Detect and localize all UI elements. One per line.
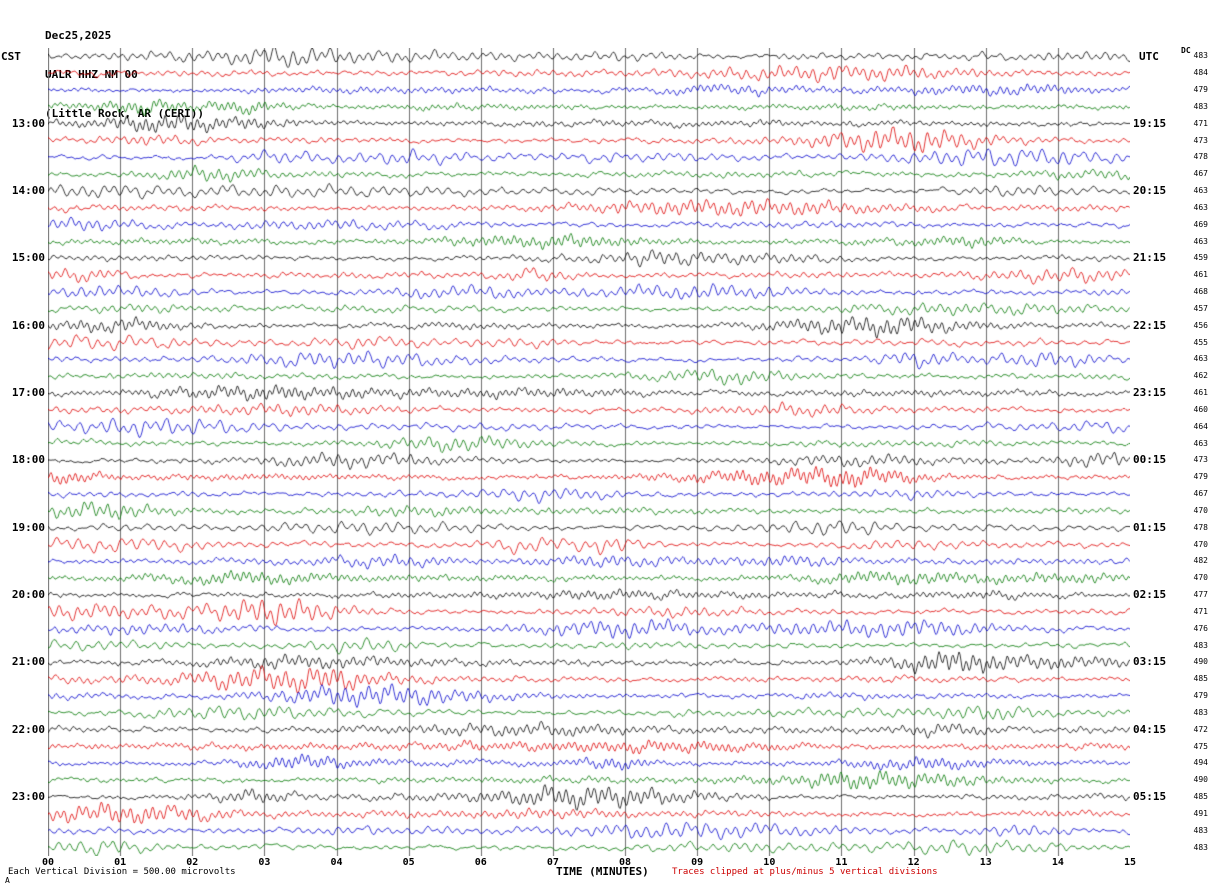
- dc-value: 461: [1193, 388, 1208, 398]
- dc-value: 463: [1193, 236, 1208, 246]
- dc-value: 457: [1193, 303, 1208, 313]
- dc-value: 456: [1193, 320, 1208, 330]
- dc-value: 494: [1193, 758, 1208, 768]
- minute-tick-label: 06: [474, 857, 487, 868]
- vertical-division-note: Each Vertical Division = 500.00 microvol…: [8, 867, 236, 877]
- dc-value: 470: [1193, 505, 1208, 515]
- corner-mark: A: [5, 876, 10, 885]
- dc-value: 470: [1193, 573, 1208, 583]
- dc-value: 478: [1193, 152, 1208, 162]
- dc-value: 479: [1193, 691, 1208, 701]
- dc-value: 467: [1193, 169, 1208, 179]
- dc-value: 485: [1193, 674, 1208, 684]
- dc-value: 473: [1193, 135, 1208, 145]
- dc-value: 483: [1193, 707, 1208, 717]
- left-time-label: 21:00: [11, 655, 45, 669]
- left-time-label: 15:00: [11, 251, 45, 265]
- dc-value: 468: [1193, 287, 1208, 297]
- dc-value: 478: [1193, 522, 1208, 532]
- dc-value: 464: [1193, 421, 1208, 431]
- minute-tick-label: 13: [979, 857, 992, 868]
- right-time-label: 20:15: [1133, 184, 1167, 198]
- dc-value: 479: [1193, 472, 1208, 482]
- dc-value: 483: [1193, 51, 1208, 61]
- dc-value: 459: [1193, 253, 1208, 263]
- dc-value: 491: [1193, 808, 1208, 818]
- minute-tick-label: 10: [763, 857, 776, 868]
- minute-tick-label: 08: [619, 857, 632, 868]
- dc-value: 483: [1193, 101, 1208, 111]
- clipping-note: Traces clipped at plus/minus 5 vertical …: [672, 867, 938, 877]
- right-time-label: 01:15: [1133, 520, 1167, 534]
- dc-value: 463: [1193, 354, 1208, 364]
- left-time-label: 17:00: [11, 386, 45, 400]
- left-time-label: 16:00: [11, 318, 45, 332]
- dc-value: 463: [1193, 202, 1208, 212]
- dc-value: 476: [1193, 623, 1208, 633]
- minute-tick-label: 11: [835, 857, 848, 868]
- minute-tick-label: 15: [1123, 857, 1137, 868]
- dc-value: 471: [1193, 606, 1208, 616]
- left-time-label: 18:00: [11, 453, 45, 467]
- right-time-label: 22:15: [1133, 318, 1167, 332]
- minute-tick-label: 09: [691, 857, 704, 868]
- right-time-label: 00:15: [1133, 453, 1167, 467]
- dc-value: 467: [1193, 489, 1208, 499]
- dc-value: 483: [1193, 640, 1208, 650]
- left-timezone-label: CST: [1, 50, 21, 63]
- seismogram-plot: [48, 48, 1130, 856]
- dc-value: 460: [1193, 404, 1208, 414]
- right-timezone-label: UTC: [1139, 50, 1159, 63]
- minute-tick-label: 12: [907, 857, 920, 868]
- dc-value: 483: [1193, 842, 1208, 852]
- right-time-label: 23:15: [1133, 386, 1167, 400]
- dc-value: 473: [1193, 455, 1208, 465]
- x-axis-title: TIME (MINUTES): [556, 865, 649, 878]
- minute-tick-label: 03: [258, 857, 271, 868]
- right-time-label: 21:15: [1133, 251, 1167, 265]
- dc-value: 477: [1193, 590, 1208, 600]
- minute-tick-label: 00: [41, 857, 55, 868]
- dc-value: 469: [1193, 219, 1208, 229]
- minute-tick-label: 04: [330, 857, 343, 868]
- minute-tick-label: 05: [402, 857, 415, 868]
- left-time-label: 13:00: [11, 116, 45, 130]
- dc-value: 470: [1193, 539, 1208, 549]
- left-time-label: 19:00: [11, 520, 45, 534]
- right-time-label: 19:15: [1133, 116, 1167, 130]
- left-time-label: 20:00: [11, 588, 45, 602]
- dc-value: 484: [1193, 68, 1208, 78]
- dc-value: 490: [1193, 657, 1208, 667]
- left-time-label: 23:00: [11, 790, 45, 804]
- dc-value: 490: [1193, 775, 1208, 785]
- title-date: Dec25,2025: [45, 29, 112, 42]
- right-time-label: 05:15: [1133, 790, 1167, 804]
- dc-value: 472: [1193, 724, 1208, 734]
- right-time-label: 04:15: [1133, 722, 1167, 736]
- dc-column-header: DC: [1181, 46, 1191, 55]
- minute-tick-label: 02: [186, 857, 199, 868]
- dc-value: 461: [1193, 270, 1208, 280]
- dc-value: 479: [1193, 85, 1208, 95]
- dc-value: 485: [1193, 792, 1208, 802]
- right-time-label: 02:15: [1133, 588, 1167, 602]
- dc-value: 475: [1193, 741, 1208, 751]
- dc-value: 455: [1193, 337, 1208, 347]
- minute-tick-label: 01: [114, 857, 127, 868]
- minute-tick-label: 07: [546, 857, 559, 868]
- minute-tick-label: 14: [1051, 857, 1064, 868]
- left-time-label: 14:00: [11, 184, 45, 198]
- dc-value: 483: [1193, 825, 1208, 835]
- dc-value: 462: [1193, 371, 1208, 381]
- dc-value: 471: [1193, 118, 1208, 128]
- left-time-label: 22:00: [11, 722, 45, 736]
- dc-value: 463: [1193, 186, 1208, 196]
- right-time-label: 03:15: [1133, 655, 1167, 669]
- dc-value: 482: [1193, 556, 1208, 566]
- dc-value: 463: [1193, 438, 1208, 448]
